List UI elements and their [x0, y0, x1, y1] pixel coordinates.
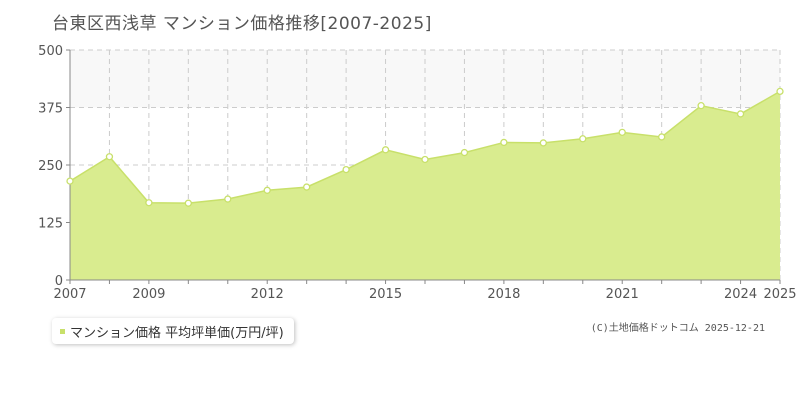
data-point — [263, 186, 271, 194]
y-tick-label: 0 — [55, 274, 63, 289]
data-point — [303, 183, 311, 191]
data-point — [500, 138, 508, 147]
x-tick-label: 2025 — [763, 287, 796, 302]
y-tick-label: 125 — [38, 217, 63, 232]
legend-marker — [60, 328, 65, 334]
x-tick-label: 2007 — [53, 287, 86, 302]
data-point — [776, 87, 784, 96]
x-tick-label: 2015 — [369, 287, 402, 302]
data-point — [697, 102, 705, 110]
data-point — [224, 195, 232, 203]
legend-label: マンション価格 平均坪単価(万円/坪) — [70, 325, 284, 341]
x-tick-label: 2024 — [724, 287, 757, 302]
data-point — [342, 165, 350, 174]
y-tick-label: 500 — [38, 44, 63, 59]
y-tick-labels: 0 125 250 375 500 — [38, 44, 63, 289]
x-tick-label: 2009 — [132, 287, 165, 302]
y-tick-label: 250 — [38, 159, 63, 174]
data-point — [105, 153, 114, 161]
data-point — [658, 133, 666, 141]
data-point — [539, 139, 547, 147]
data-point — [460, 148, 469, 157]
data-point — [66, 177, 74, 185]
x-tick-labels: 2007 2009 2012 2015 2018 2021 2024 2025 — [53, 287, 796, 302]
data-point — [145, 199, 153, 207]
y-tick-label: 375 — [38, 102, 63, 117]
x-tick-label: 2021 — [606, 287, 639, 302]
axes — [66, 49, 781, 284]
x-tick-label: 2012 — [251, 287, 284, 302]
chart-title: 台東区西浅草 マンション価格推移[2007-2025] — [52, 14, 432, 34]
x-tick-label: 2018 — [487, 287, 520, 302]
legend: マンション価格 平均坪単価(万円/坪) — [52, 318, 294, 344]
credit-text: (C)土地価格ドットコム 2025-12-21 — [590, 323, 765, 334]
data-point — [184, 199, 192, 207]
series-area — [69, 90, 781, 281]
data-point — [421, 155, 429, 164]
data-point — [736, 110, 745, 118]
data-point — [579, 135, 587, 143]
series-area-fill — [70, 91, 780, 281]
data-point — [618, 128, 626, 136]
data-point — [381, 146, 390, 154]
data-points — [66, 87, 784, 207]
